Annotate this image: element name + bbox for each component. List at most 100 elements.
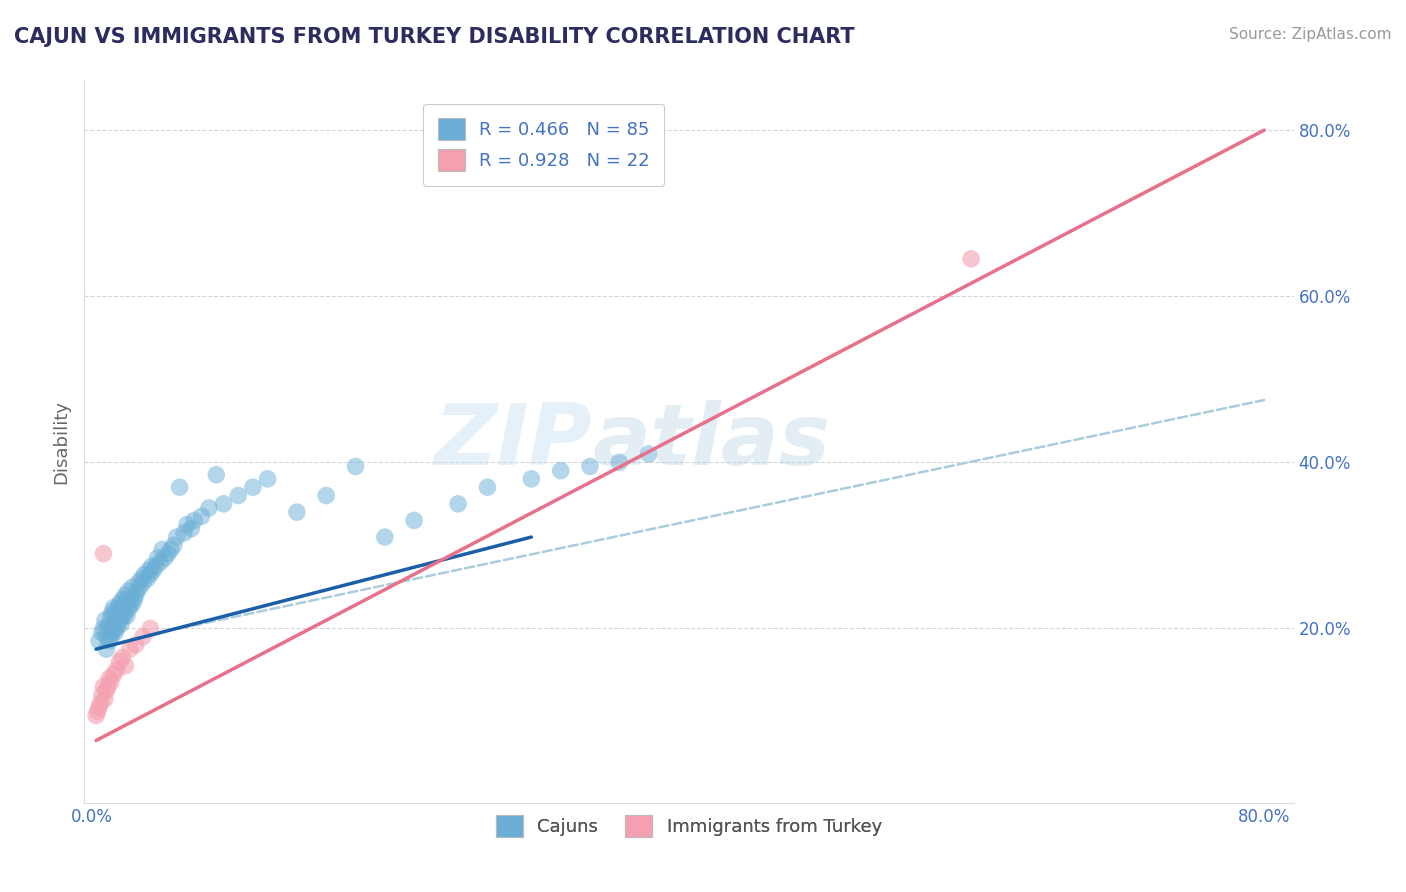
Point <box>124 588 146 602</box>
Point <box>132 630 155 644</box>
Point <box>98 633 121 648</box>
Point <box>141 559 163 574</box>
Point <box>122 592 145 607</box>
Point <box>226 489 249 503</box>
Point <box>129 580 152 594</box>
Point <box>103 600 125 615</box>
Point <box>637 447 659 461</box>
Point <box>96 642 118 657</box>
Point <box>118 642 141 657</box>
Point <box>112 609 135 624</box>
Point <box>128 575 150 590</box>
Point <box>344 459 367 474</box>
Point <box>127 584 149 599</box>
Point <box>100 630 122 644</box>
Point <box>132 575 155 590</box>
Point <box>136 572 159 586</box>
Point <box>139 621 162 635</box>
Point <box>108 655 131 669</box>
Text: CAJUN VS IMMIGRANTS FROM TURKEY DISABILITY CORRELATION CHART: CAJUN VS IMMIGRANTS FROM TURKEY DISABILI… <box>14 27 855 46</box>
Point <box>115 609 138 624</box>
Point <box>404 513 426 527</box>
Point <box>190 509 212 524</box>
Point <box>103 667 125 681</box>
Point <box>93 680 115 694</box>
Point <box>87 633 110 648</box>
Point <box>120 592 142 607</box>
Point <box>89 696 111 710</box>
Point <box>105 663 128 677</box>
Point <box>107 600 129 615</box>
Point <box>110 617 132 632</box>
Point <box>118 600 141 615</box>
Point <box>477 480 499 494</box>
Text: atlas: atlas <box>592 400 831 483</box>
Point <box>121 597 143 611</box>
Point <box>160 542 183 557</box>
Y-axis label: Disability: Disability <box>52 400 70 483</box>
Point <box>520 472 543 486</box>
Point <box>98 617 121 632</box>
Point <box>100 609 122 624</box>
Point <box>111 650 134 665</box>
Point <box>139 567 162 582</box>
Point <box>97 680 120 694</box>
Point <box>115 592 138 607</box>
Point <box>205 467 228 482</box>
Point <box>111 592 134 607</box>
Point <box>84 708 107 723</box>
Text: ZIP: ZIP <box>434 400 592 483</box>
Point <box>121 580 143 594</box>
Point <box>93 621 115 635</box>
Point <box>607 455 630 469</box>
Point <box>104 625 127 640</box>
Point <box>101 605 124 619</box>
Point <box>146 550 169 565</box>
Point <box>105 605 128 619</box>
Point <box>180 522 202 536</box>
Point <box>101 625 124 640</box>
Point <box>447 497 470 511</box>
Point <box>108 613 131 627</box>
Point <box>176 517 198 532</box>
Point <box>131 572 153 586</box>
Point <box>153 550 176 565</box>
Point <box>103 621 125 635</box>
Point <box>112 597 135 611</box>
Point <box>156 547 179 561</box>
Legend: Cajuns, Immigrants from Turkey: Cajuns, Immigrants from Turkey <box>489 808 889 845</box>
Point <box>114 588 136 602</box>
Point <box>94 613 117 627</box>
Point <box>100 675 122 690</box>
Point <box>173 525 195 540</box>
Point <box>94 692 117 706</box>
Point <box>96 630 118 644</box>
Point <box>117 584 139 599</box>
Point <box>87 700 110 714</box>
Point <box>110 605 132 619</box>
Point <box>138 563 160 577</box>
Point <box>97 621 120 635</box>
Point <box>93 547 115 561</box>
Point <box>212 497 235 511</box>
Point <box>91 625 114 640</box>
Point <box>145 559 167 574</box>
Point <box>114 605 136 619</box>
Point <box>96 683 118 698</box>
Text: Source: ZipAtlas.com: Source: ZipAtlas.com <box>1229 27 1392 42</box>
Point <box>960 252 983 266</box>
Point <box>107 617 129 632</box>
Point <box>169 480 191 494</box>
Point <box>98 671 121 685</box>
Point <box>104 609 127 624</box>
Point <box>105 621 128 635</box>
Point <box>242 480 264 494</box>
Point <box>198 500 221 515</box>
Point <box>315 489 337 503</box>
Point <box>124 638 146 652</box>
Point <box>374 530 396 544</box>
Point <box>285 505 308 519</box>
Point <box>142 563 165 577</box>
Point <box>114 658 136 673</box>
Point <box>256 472 278 486</box>
